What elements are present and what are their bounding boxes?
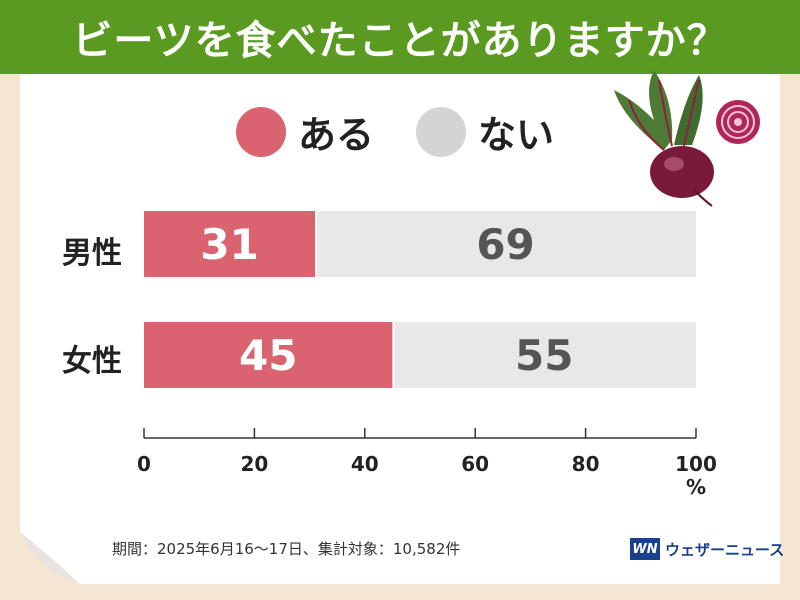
x-tick-label-40: 40	[351, 452, 379, 476]
chart-title: ビーツを食べたことがありますか？	[72, 18, 728, 64]
bar-male-aru	[144, 211, 316, 277]
legend-label-nai: ない	[478, 113, 555, 157]
header-bar: ビーツを食べたことがありますか？	[0, 0, 800, 74]
x-tick-label-20: 20	[240, 452, 268, 476]
data-label-female-nai: 55	[515, 331, 573, 380]
category-label-male: 男性	[62, 236, 122, 271]
x-tick-label-80: 80	[572, 452, 600, 476]
bar-female-aru	[144, 322, 393, 388]
data-label-female-aru: 45	[239, 331, 297, 380]
legend-swatch-aru	[236, 106, 286, 157]
brand: WN ウェザーニュース	[630, 538, 784, 560]
bar-male-nai	[317, 211, 696, 277]
category-label-female: 女性	[62, 344, 122, 379]
survey-note: 期間：2025年6月16〜17日、集計対象：10,582件	[112, 540, 461, 558]
brand-name: ウェザーニュース	[665, 540, 785, 559]
legend-item-nai: ない	[416, 104, 554, 159]
data-label-male-aru: 31	[200, 220, 258, 269]
x-tick-label-60: 60	[461, 452, 489, 476]
legend-label-aru: ある	[298, 113, 375, 157]
x-tick-label-100: 100	[675, 452, 717, 476]
bar-chart: 31 69 45 55 0 20 40 60 80 100%	[137, 211, 717, 499]
bar-female-nai	[394, 322, 696, 388]
brand-logo: WN	[630, 538, 660, 560]
x-tick-label-0: 0	[137, 452, 151, 476]
beet-icon	[614, 70, 760, 207]
page-curl-decoration	[20, 532, 80, 584]
data-label-male-nai: 69	[476, 220, 534, 269]
x-axis-unit: %	[686, 475, 706, 499]
legend-item-aru: ある	[236, 104, 374, 159]
legend: ある ない	[0, 104, 800, 160]
legend-swatch-nai	[416, 106, 466, 157]
